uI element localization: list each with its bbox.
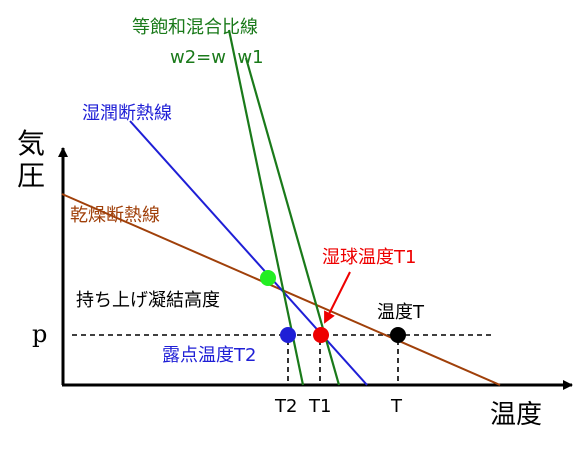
t2-tick-label: T2 [274, 396, 297, 417]
x-axis-label: 温度 [490, 400, 542, 430]
dry-adiabat-label: 乾燥断熱線 [70, 205, 160, 226]
dew-point-label: 露点温度T2 [162, 345, 256, 366]
t1-tick-label: T1 [308, 396, 331, 417]
temperature-marker [390, 327, 406, 343]
wet-bulb-arrow [324, 271, 351, 324]
y-axis-label-2: 圧 [17, 159, 45, 192]
wet-bulb-marker [313, 327, 329, 343]
moist-adiabat-label: 湿潤断熱線 [82, 103, 172, 124]
mixing-ratio-title: 等飽和混合比線 [132, 17, 258, 38]
y-axis-label-1: 気 [17, 127, 45, 160]
t-tick-label: T [390, 396, 403, 417]
lcl-label: 持ち上げ凝結高度 [76, 290, 220, 311]
dew-point-marker [280, 327, 296, 343]
wet-bulb-label: 湿球温度T1 [322, 247, 416, 268]
lcl-point [260, 270, 276, 286]
p-label: p [32, 320, 47, 348]
mixing-ratio-line-w2 [227, 29, 305, 386]
temperature-label: 温度T [377, 302, 425, 323]
mixing-ratio-sub: w2=w w1 [170, 47, 264, 68]
